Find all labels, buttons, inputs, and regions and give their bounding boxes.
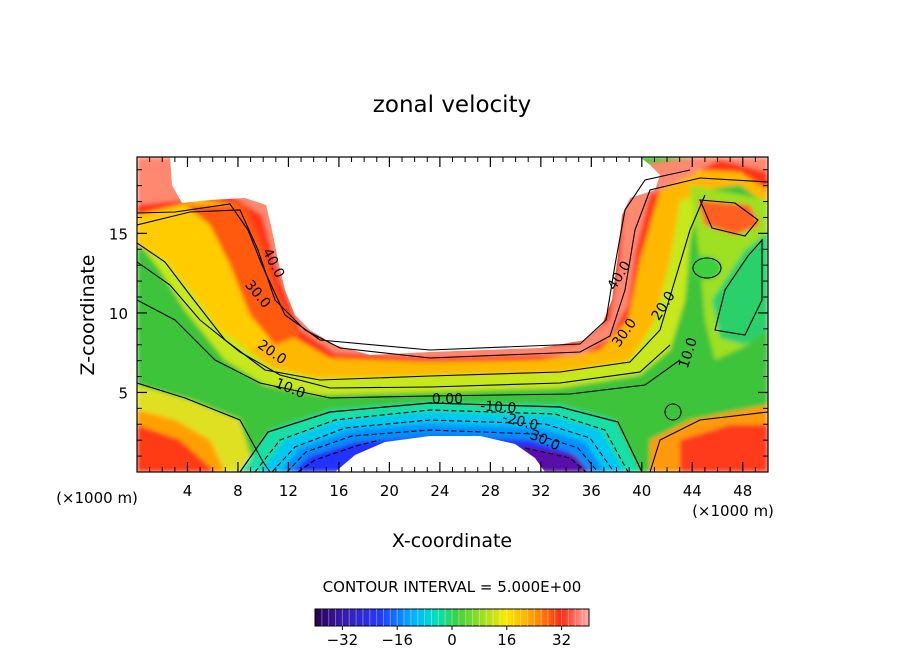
contour-line-dashed	[286, 429, 599, 472]
mask-upper-obstacle	[170, 157, 660, 355]
colorbar-tick-label: 16	[497, 631, 516, 649]
contour-line	[714, 238, 763, 336]
colorbar-tick-label: 0	[447, 631, 457, 649]
colorbar-stripes	[321, 609, 583, 626]
y-axis-ticks: 5 10 15	[109, 169, 768, 457]
contour-line	[137, 261, 671, 389]
contour-line	[137, 194, 706, 381]
chart-title: zonal velocity	[373, 92, 531, 118]
right-top-warm-pocket	[698, 200, 760, 235]
x-tick-label: 28	[481, 482, 500, 500]
contour-interval-text: CONTOUR INTERVAL = 5.000E+00	[323, 578, 582, 596]
left-bottom-red	[137, 425, 215, 472]
contour-line-dashed	[524, 447, 587, 472]
contour-line-dashed	[297, 439, 381, 472]
contour-line-dashed	[254, 409, 629, 472]
contour-line	[699, 199, 759, 237]
colorbar-tick-label: −32	[327, 631, 359, 649]
x-tick-label: 4	[183, 482, 193, 500]
x-tick-label: 24	[430, 482, 449, 500]
x-axis-label: X-coordinate	[392, 530, 512, 552]
contour-label: 0.00	[432, 392, 463, 408]
x-tick-label: 20	[380, 482, 399, 500]
zero-contour-line	[239, 402, 643, 472]
contour-line-dashed	[271, 419, 615, 472]
contour-line	[664, 403, 682, 421]
contour-line	[137, 169, 691, 351]
y-tick-label: 10	[109, 305, 128, 323]
colorbar-tick-label: 32	[552, 631, 571, 649]
right-green-pocket	[689, 256, 721, 280]
x-tick-label: 36	[582, 482, 601, 500]
contour-field: 40.030.020.010.0 0.00 -10.0-20.0-30.040.03…	[137, 157, 768, 472]
contour-line	[692, 257, 722, 279]
contour-line	[137, 177, 768, 359]
contour-line	[137, 299, 681, 399]
y-tick-label: 5	[118, 384, 128, 402]
x-tick-label: 16	[329, 482, 348, 500]
left-upper-red	[185, 205, 300, 345]
colorbar-ticks: −32 −16 0 16 32	[327, 626, 571, 649]
x-tick-label: 44	[683, 482, 702, 500]
left-bottom-yellow	[137, 385, 255, 472]
contour-lines	[137, 169, 768, 472]
contour-line	[649, 411, 768, 472]
x-axis-ticks: 4 8 12 16 20 24 28 32 36 40 44 48	[149, 157, 756, 500]
y-axis-label: Z-coordinate	[77, 255, 99, 376]
x-tick-label: 8	[233, 482, 243, 500]
negative-contour-lines	[254, 409, 629, 472]
contour-line	[137, 382, 271, 472]
x-unit-note-right: (×1000 m)	[692, 502, 774, 520]
y-tick-label: 15	[109, 225, 128, 243]
contour-label: -10.0	[480, 398, 517, 416]
x-tick-label: 32	[531, 482, 550, 500]
x-tick-label: 48	[733, 482, 752, 500]
right-bottom-red	[680, 425, 768, 472]
colorbar-tick-label: −16	[381, 631, 413, 649]
x-unit-note-left: (×1000 m)	[56, 489, 138, 507]
x-tick-label: 40	[632, 482, 651, 500]
mask-lower-obstacle	[335, 436, 545, 472]
x-tick-label: 12	[279, 482, 298, 500]
